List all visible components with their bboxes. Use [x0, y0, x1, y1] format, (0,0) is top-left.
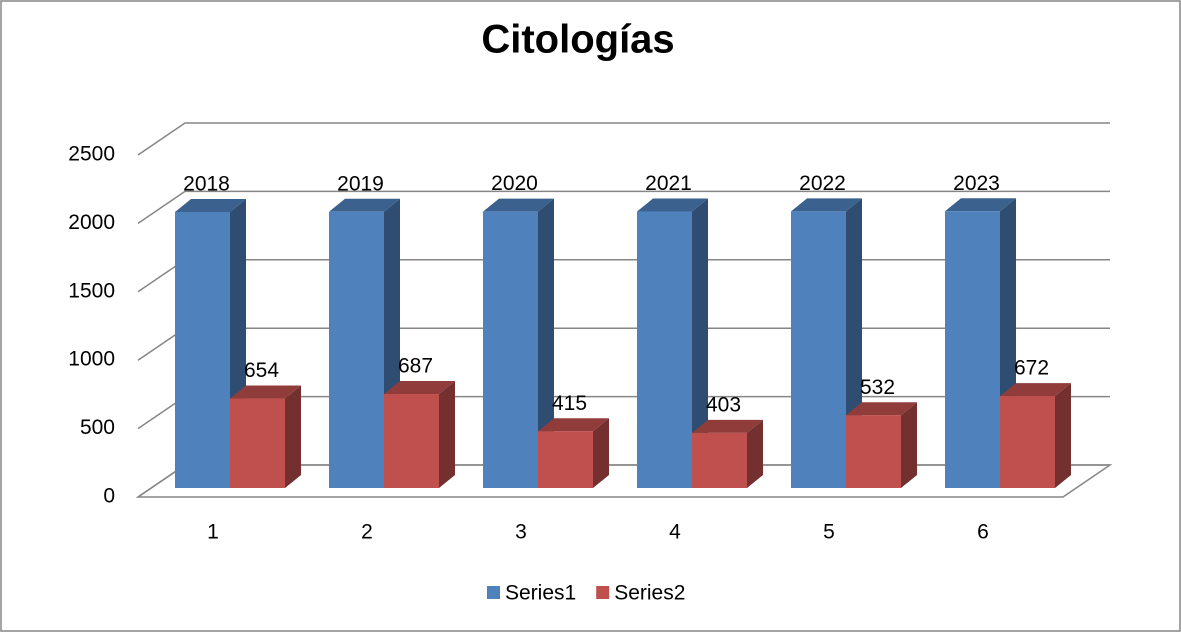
legend-swatch	[487, 586, 500, 599]
bar	[637, 211, 692, 488]
data-label: 2019	[337, 172, 384, 195]
legend-label: Series1	[505, 582, 576, 605]
bar-side	[901, 402, 917, 488]
legend-swatch	[596, 586, 610, 599]
data-label: 2020	[491, 172, 538, 195]
y-tick-label: 0	[103, 485, 115, 508]
data-label: 672	[1014, 357, 1049, 380]
bar-top	[230, 385, 301, 399]
y-tick-label: 500	[80, 416, 115, 439]
x-tick-label: 2	[361, 521, 373, 544]
x-tick-label: 1	[207, 521, 219, 544]
bar-top	[637, 198, 708, 212]
bar-top	[846, 402, 917, 416]
x-tick-label: 3	[515, 521, 527, 544]
bar	[791, 211, 846, 489]
bar-top	[538, 418, 609, 432]
grid-line	[137, 122, 1110, 156]
bar-top	[384, 381, 455, 395]
bar	[175, 211, 230, 488]
bar	[846, 415, 901, 488]
bar	[483, 211, 538, 488]
bar-top	[1000, 383, 1071, 397]
bar	[945, 211, 1000, 488]
bar	[329, 211, 384, 489]
y-tick-label: 1500	[68, 279, 115, 302]
y-tick-label: 2500	[68, 143, 115, 166]
data-label: 687	[398, 355, 433, 378]
data-label: 2021	[645, 172, 692, 195]
data-label: 403	[706, 393, 741, 416]
data-label: 2023	[953, 172, 1000, 195]
bar-top	[945, 198, 1016, 212]
bar-top	[692, 419, 763, 433]
bar	[1000, 396, 1055, 488]
bar-side	[1055, 383, 1071, 488]
bar	[230, 398, 285, 488]
data-label: 415	[552, 392, 587, 415]
bar-side	[538, 198, 554, 488]
bar-side	[692, 198, 708, 488]
bar-top	[791, 198, 862, 212]
bar-top	[483, 198, 554, 212]
data-label: 532	[860, 376, 895, 399]
bar-top	[175, 198, 246, 212]
x-tick-label: 6	[977, 521, 989, 544]
grid-line	[137, 190, 1110, 225]
bar-top	[329, 198, 400, 212]
y-tick-label: 2000	[68, 211, 115, 234]
bar-side	[285, 385, 301, 488]
data-label: 2022	[799, 172, 846, 195]
legend-label: Series2	[614, 582, 685, 605]
bar	[538, 431, 593, 488]
bar-side	[439, 381, 455, 488]
bar	[384, 394, 439, 488]
chart-title: Citologías	[481, 18, 674, 62]
y-tick-label: 1000	[68, 348, 115, 371]
data-label: 654	[244, 359, 279, 382]
bar-side	[593, 418, 609, 488]
x-tick-label: 4	[669, 521, 681, 544]
bar-side	[747, 419, 763, 488]
x-tick-label: 5	[823, 521, 835, 544]
bar	[692, 432, 747, 488]
data-label: 2018	[183, 172, 230, 195]
